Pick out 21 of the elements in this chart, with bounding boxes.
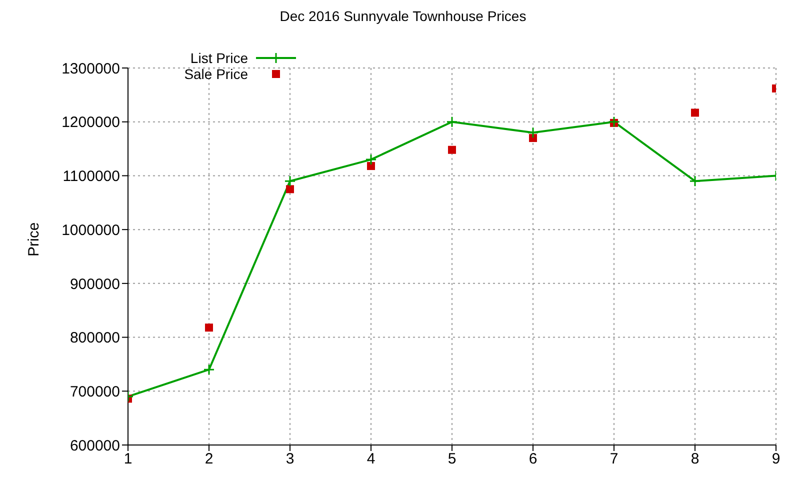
y-tick-label: 600000 [70,437,120,454]
y-tick-label: 900000 [70,276,120,293]
x-tick-label: 2 [204,450,214,468]
y-tick-label: 1300000 [62,60,120,78]
y-tick-label: 1100000 [62,168,120,186]
y-tick-label: 700000 [70,383,120,400]
legend-label: List Price [190,50,248,66]
y-tick-label: 1000000 [62,222,120,239]
x-tick-label: 3 [286,450,294,468]
x-tick-label: 7 [610,450,618,468]
y-axis-title: Price [25,222,42,256]
y-tick-label: 1200000 [62,114,120,132]
x-tick-label: 4 [366,450,376,468]
x-tick-label: 9 [772,450,780,468]
legend-label: Sale Price [184,66,248,82]
x-tick-label: 5 [448,450,456,468]
y-tick-label: 800000 [70,330,120,347]
x-tick-label: 1 [124,450,132,468]
x-tick-label: 8 [690,450,700,468]
chart-title: Dec 2016 Sunnyvale Townhouse Prices [278,8,528,26]
x-tick-label: 6 [528,450,538,468]
